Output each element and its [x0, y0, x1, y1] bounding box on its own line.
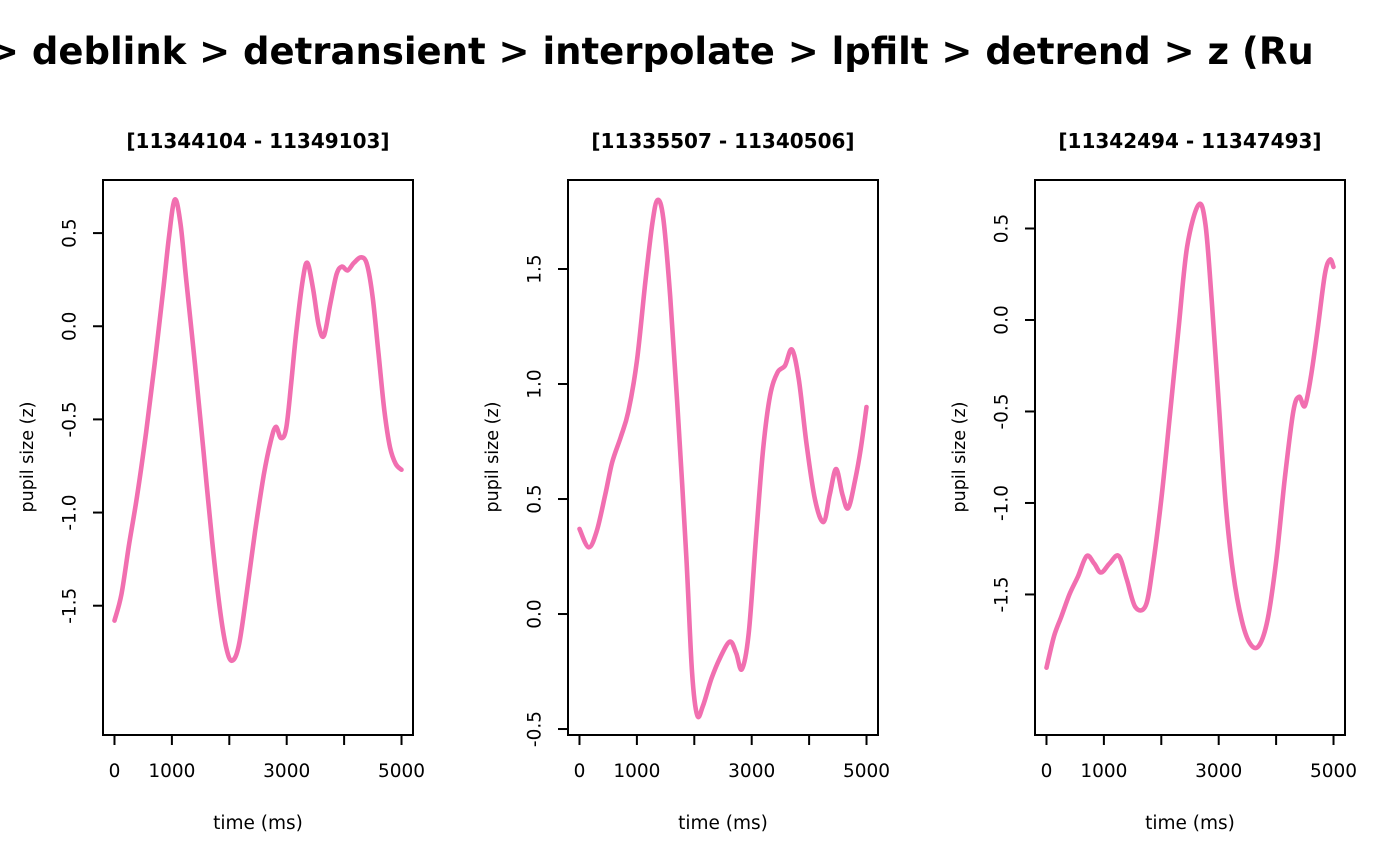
plot-box	[1034, 179, 1346, 736]
x-tick-label: 3000	[1195, 761, 1242, 782]
panel-1-x-axis-label: time (ms)	[213, 813, 303, 834]
pupil-curve	[577, 197, 869, 720]
pupil-curve	[1044, 201, 1336, 670]
x-tick-label: 1000	[148, 761, 195, 782]
y-tick-label: -1.0	[59, 494, 80, 530]
y-tick-label: -0.5	[524, 711, 545, 747]
y-tick-label: 1.0	[524, 369, 545, 398]
x-tick-label: 3000	[728, 761, 775, 782]
y-tick-label: -0.5	[59, 401, 80, 437]
x-tick-label: 5000	[1310, 761, 1357, 782]
x-tick-label: 5000	[378, 761, 425, 782]
y-tick-label: 0.0	[59, 312, 80, 341]
y-tick-label: 1.5	[524, 254, 545, 283]
panel-3-x-axis-label: time (ms)	[1145, 813, 1235, 834]
panel-2-title: [11335507 - 11340506]	[591, 129, 855, 153]
y-tick-label: -0.5	[991, 393, 1012, 429]
plot-box	[102, 179, 414, 736]
y-tick-label: -1.5	[59, 588, 80, 624]
panel-1-plot: 0 1000 3000 5000 0.5 0.0 -0.5 -1.0 -1.5	[59, 179, 425, 782]
x-tick-label: 0	[1041, 761, 1053, 782]
pupil-curve	[112, 197, 404, 664]
plot-box	[567, 179, 879, 736]
panel-2-y-axis-label: pupil size (z)	[483, 401, 503, 513]
x-tick-label: 0	[574, 761, 586, 782]
x-tick-label: 3000	[263, 761, 310, 782]
y-tick-label: -1.0	[991, 485, 1012, 521]
y-tick-label: 0.0	[524, 599, 545, 628]
y-tick-label: 0.5	[59, 218, 80, 247]
x-tick-label: 1000	[1080, 761, 1127, 782]
page-title: > deblink > detransient > interpolate > …	[0, 30, 1314, 73]
y-tick-label: 0.0	[991, 305, 1012, 334]
y-tick-label: -1.5	[991, 576, 1012, 612]
panel-1-y-axis-label: pupil size (z)	[18, 401, 38, 513]
y-tick-label: 0.5	[524, 484, 545, 513]
panel-2-plot: 0 1000 3000 5000 1.5 1.0 0.5 0.0 -0.5	[524, 179, 890, 782]
panel-3-y-axis-label: pupil size (z)	[950, 401, 970, 513]
panel-3-plot: 0 1000 3000 5000 0.5 0.0 -0.5 -1.0 -1.5	[991, 179, 1357, 782]
panel-2-x-axis-label: time (ms)	[678, 813, 768, 834]
x-tick-label: 0	[109, 761, 121, 782]
y-tick-label: 0.5	[991, 214, 1012, 243]
panel-1-title: [11344104 - 11349103]	[126, 129, 390, 153]
panel-3-title: [11342494 - 11347493]	[1058, 129, 1322, 153]
x-tick-label: 1000	[613, 761, 660, 782]
x-tick-label: 5000	[843, 761, 890, 782]
